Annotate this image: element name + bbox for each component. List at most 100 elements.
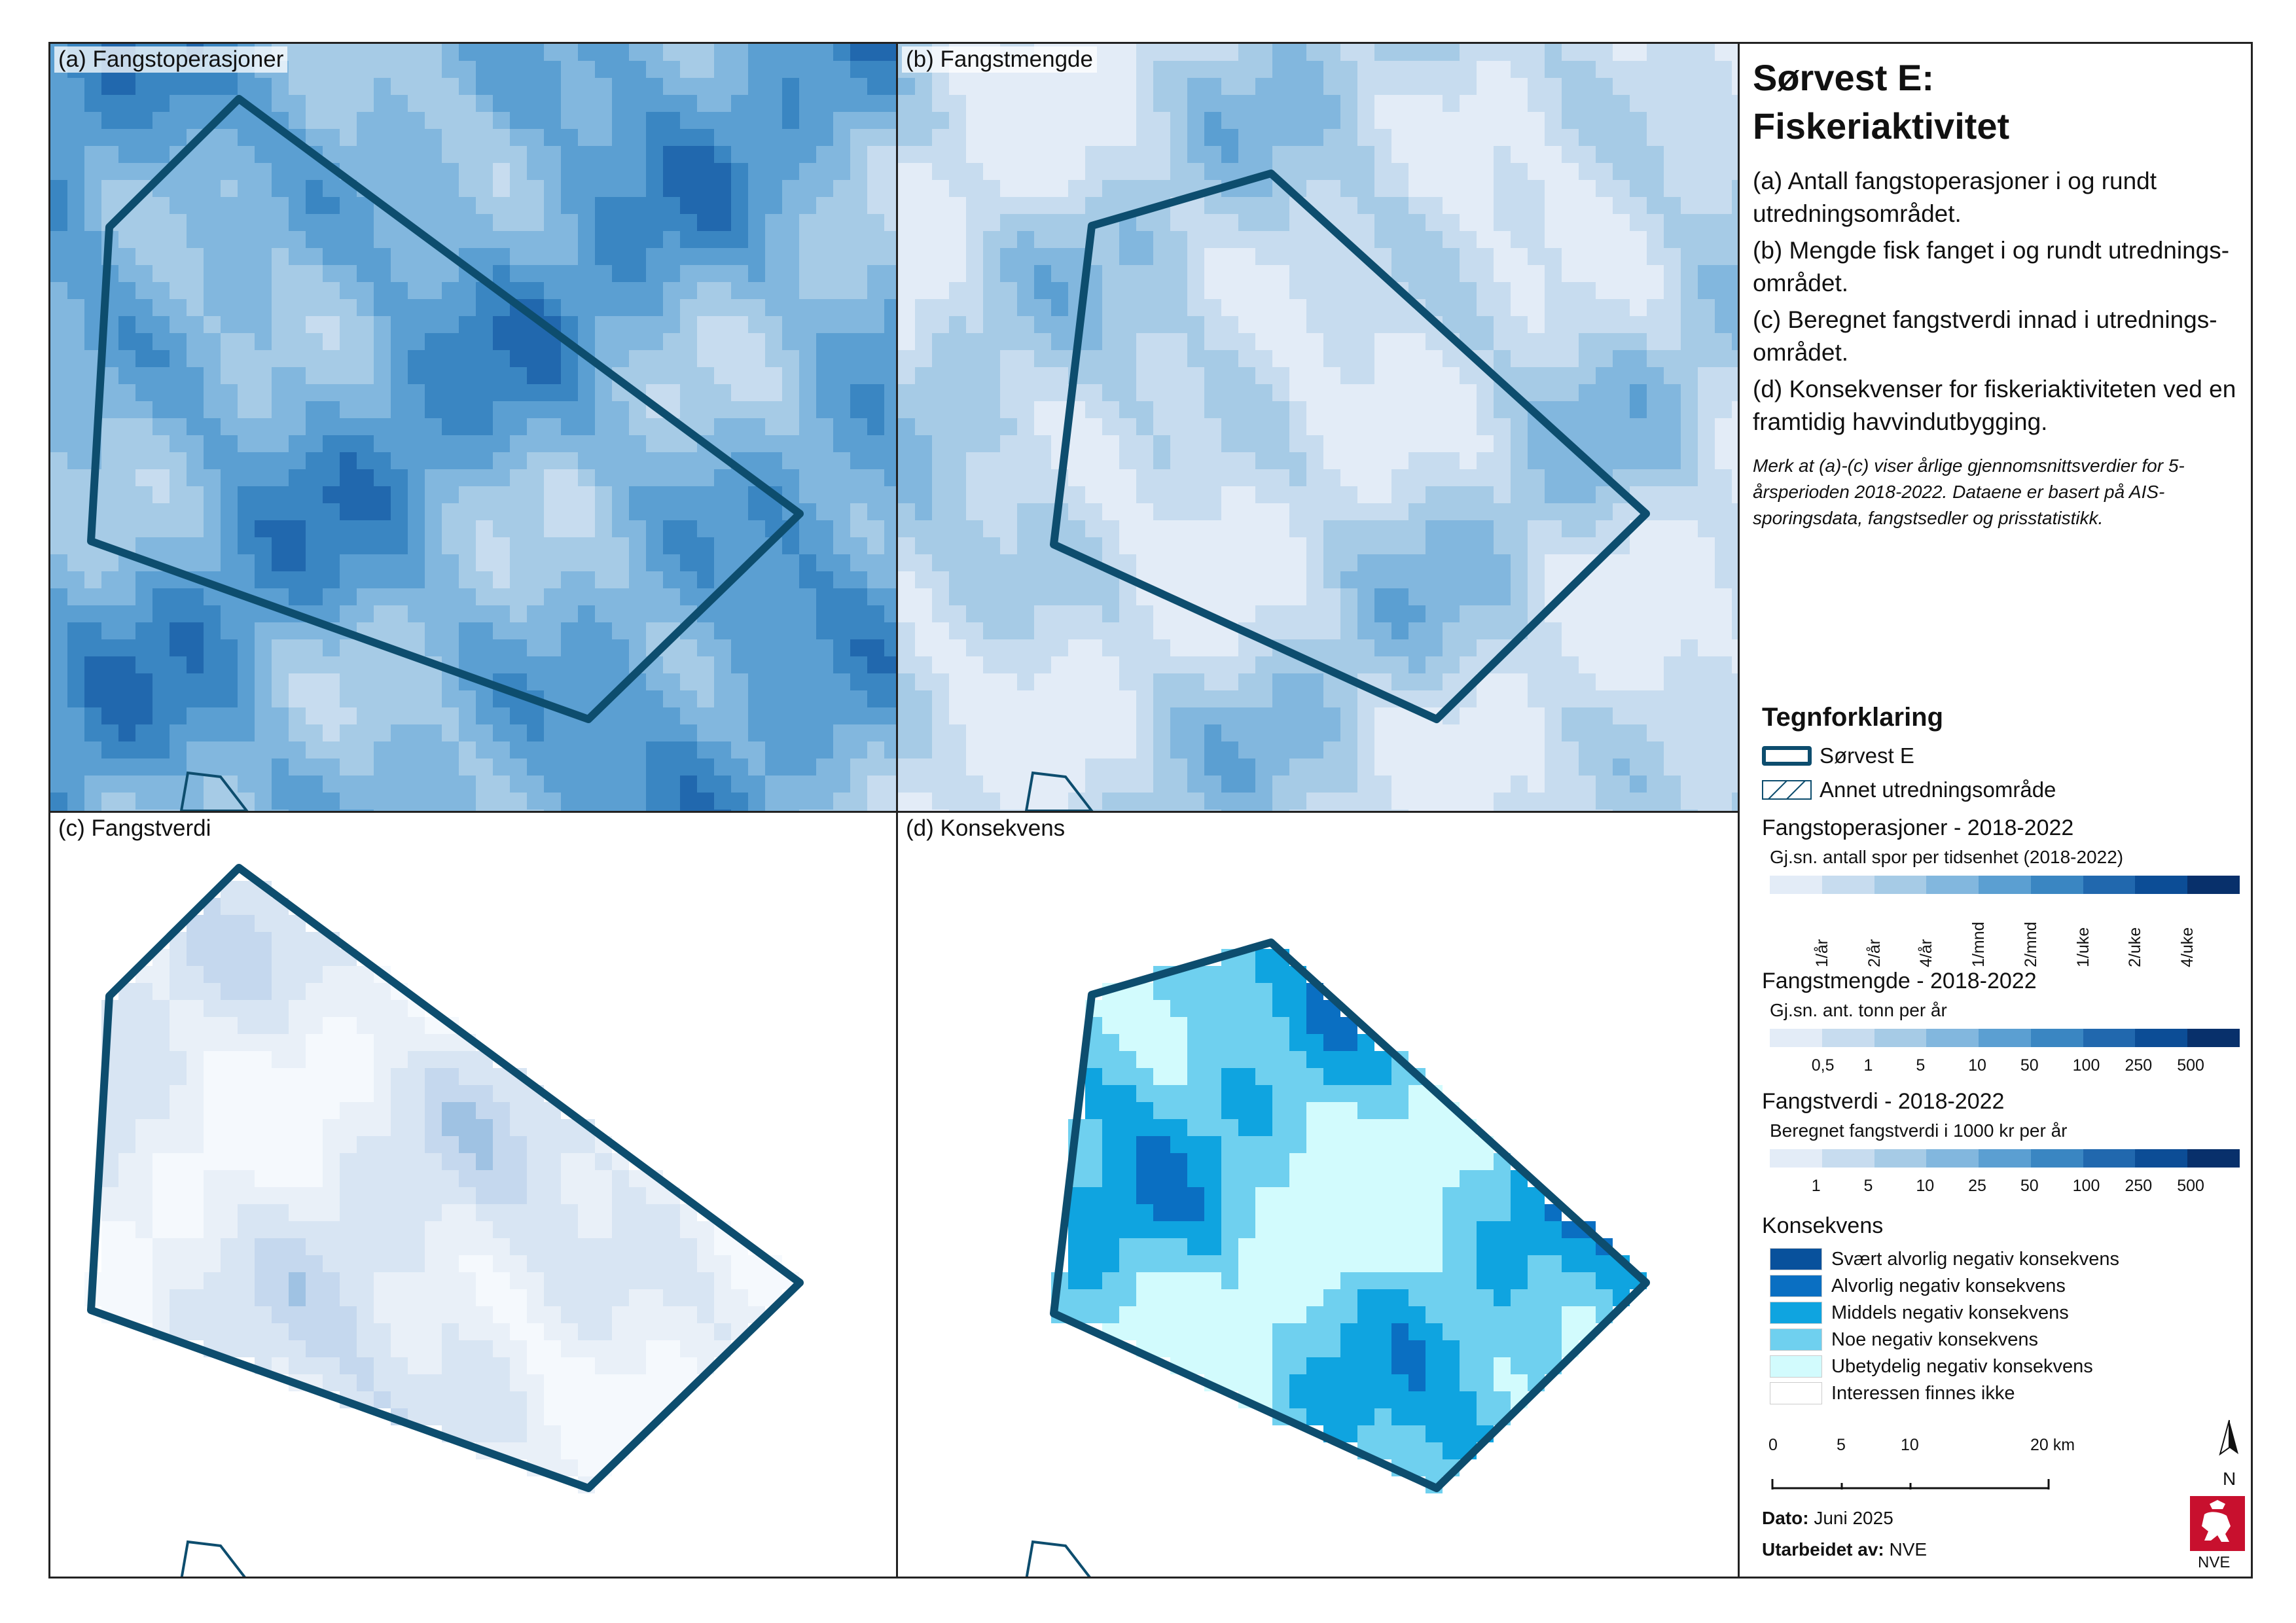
ramp-tick-label: 100: [2072, 1177, 2100, 1195]
ramp-tick-label: 1/uke: [2073, 927, 2092, 967]
legend-panel: Sørvest E: Fiskeriaktivitet (a) Antall f…: [1740, 42, 2253, 1578]
kons-label: Middels negativ konsekvens: [1831, 1302, 2069, 1323]
annet-swatch: [1762, 780, 1812, 800]
ramp-swatch: [1874, 1149, 1927, 1168]
sorvest-e-outline: [1050, 938, 1650, 1492]
sorvest-e-outline: [87, 864, 804, 1492]
ramp-swatch: [1821, 1029, 1874, 1047]
panel-title: (b) Fangstmengde: [902, 46, 1097, 73]
ramp-swatch: [2187, 876, 2240, 894]
ramp-swatch: [1926, 1029, 1979, 1047]
ramp-tick-label: 50: [2020, 1177, 2039, 1195]
panel-title: (d) Konsekvens: [902, 815, 1069, 842]
panel-fangstoperasjoner: (a) Fangstoperasjoner: [50, 44, 896, 811]
ramp-swatch: [2030, 1029, 2083, 1047]
ramp-tick-label: 5: [1863, 1177, 1873, 1195]
ramp-tick-label: 2/mnd: [2021, 921, 2040, 967]
ramp-tick-label: 500: [2177, 1056, 2204, 1075]
kons-swatch: [1770, 1329, 1822, 1351]
annet-utredningsomrade-outline: [1024, 771, 1094, 811]
ramp-swatch: [2030, 876, 2083, 894]
ramp-swatch: [1821, 1149, 1874, 1168]
ramp-tick-label: 100: [2072, 1056, 2100, 1075]
fangstm-ticks: 0,5 1 5 10 50 100 250 500: [1770, 1056, 2240, 1082]
sorvest-label: Sørvest E: [1820, 743, 1914, 768]
annet-utredningsomrade-outline: [179, 771, 249, 811]
scale-bar: [1771, 1479, 2050, 1489]
date-line: Dato: Juni 2025: [1762, 1508, 1893, 1529]
legend-note: Merk at (a)-(c) viser årlige gjennomsnit…: [1753, 455, 2185, 528]
ramp-tick-label: 5: [1916, 1056, 1926, 1075]
ramp-tick-label: 50: [2020, 1056, 2039, 1075]
kons-legend-item: Middels negativ konsekvens: [1770, 1301, 2069, 1325]
north-arrow-icon: [2219, 1419, 2238, 1456]
ramp-swatch: [1770, 1149, 1822, 1168]
ramp-tick-label: 4/uke: [2178, 927, 2197, 967]
sorvest-swatch: [1762, 746, 1812, 766]
kons-swatch: [1770, 1248, 1822, 1270]
author-line: Utarbeidet av: NVE: [1762, 1539, 1927, 1560]
fangstop-title: Fangstoperasjoner - 2018-2022: [1762, 815, 2074, 840]
ramp-tick-label: 25: [1968, 1177, 1986, 1195]
ramp-swatch: [2083, 876, 2136, 894]
ramp-swatch: [1821, 876, 1874, 894]
desc-d: (d) Konsekvenser for fiskeriaktiviteten …: [1753, 376, 2236, 435]
ramp-tick-label: 1: [1811, 1177, 1821, 1195]
kons-swatch: [1770, 1382, 1822, 1404]
fangstop-sub: Gj.sn. antall spor per tidsenhet (2018-2…: [1770, 847, 2124, 867]
panel-fangstverdi: (c) Fangstverdi: [50, 813, 896, 1577]
scale-label: 0: [1768, 1436, 1778, 1454]
ramp-swatch: [1874, 876, 1927, 894]
kons-label: Interessen finnes ikke: [1831, 1382, 2015, 1404]
desc-b: (b) Mengde fisk fanget i og rundt utredn…: [1753, 237, 2230, 296]
ramp-tick-label: 1: [1863, 1056, 1873, 1075]
desc-a: (a) Antall fangstoperasjoner i og rundt …: [1753, 168, 2157, 227]
map-frame: [48, 42, 2253, 1578]
nve-logo-icon: [2190, 1496, 2245, 1551]
scale-label: 5: [1837, 1436, 1846, 1454]
ramp-tick-label: 2/år: [1865, 938, 1884, 967]
desc-c: (c) Beregnet fangstverdi innad i utredni…: [1753, 306, 2217, 366]
ramp-tick-label: 1/år: [1812, 938, 1831, 967]
ramp-tick-label: 4/år: [1917, 938, 1936, 967]
ramp-tick-label: 250: [2125, 1056, 2153, 1075]
legend-sorvest: Sørvest E: [1762, 743, 1914, 768]
scale-label: 10: [1901, 1436, 1919, 1454]
kons-legend-item: Interessen finnes ikke: [1770, 1382, 2015, 1405]
ramp-swatch: [2083, 1029, 2136, 1047]
date-label: Dato:: [1762, 1508, 1809, 1528]
date-value: Juni 2025: [1814, 1508, 1893, 1528]
sorvest-e-outline: [1050, 169, 1650, 723]
divider-legend: [1738, 42, 1740, 1578]
nve-logo-text: NVE: [2198, 1554, 2231, 1571]
legend-title: Sørvest E: Fiskeriaktivitet: [1753, 54, 2009, 151]
fangstm-title: Fangstmengde - 2018-2022: [1762, 969, 2037, 993]
kons-legend-item: Alvorlig negativ konsekvens: [1770, 1274, 2066, 1298]
ramp-swatch: [2135, 1149, 2188, 1168]
ramp-swatch: [2030, 1149, 2083, 1168]
author-value: NVE: [1889, 1539, 1928, 1560]
panel-title: (c) Fangstverdi: [54, 815, 215, 842]
ramp-tick-label: 10: [1916, 1177, 1935, 1195]
scale-label: 20 km: [2030, 1436, 2075, 1454]
title-line2: Fiskeriaktivitet: [1753, 105, 2010, 147]
ramp-tick-label: 1/mnd: [1969, 921, 1988, 967]
kons-title: Konsekvens: [1762, 1213, 1884, 1238]
kons-swatch: [1770, 1275, 1822, 1297]
kons-label: Noe negativ konsekvens: [1831, 1329, 2038, 1350]
legend-annet: Annet utredningsområde: [1762, 777, 2056, 802]
ramp-swatch: [2135, 876, 2188, 894]
kons-label: Ubetydelig negativ konsekvens: [1831, 1355, 2093, 1377]
ramp-swatch: [1979, 876, 2031, 894]
fangstm-ramp: [1770, 1029, 2240, 1047]
divider-vertical: [896, 42, 898, 1578]
ramp-swatch: [2135, 1029, 2188, 1047]
ramp-swatch: [1770, 876, 1822, 894]
kons-swatch: [1770, 1302, 1822, 1324]
fangstv-ramp: [1770, 1149, 2240, 1168]
author-label: Utarbeidet av:: [1762, 1539, 1884, 1560]
panel-title: (a) Fangstoperasjoner: [54, 46, 288, 73]
sorvest-e-outline: [87, 95, 804, 723]
kons-legend-item: Noe negativ konsekvens: [1770, 1328, 2038, 1351]
kons-legend-item: Svært alvorlig negativ konsekvens: [1770, 1247, 2119, 1271]
